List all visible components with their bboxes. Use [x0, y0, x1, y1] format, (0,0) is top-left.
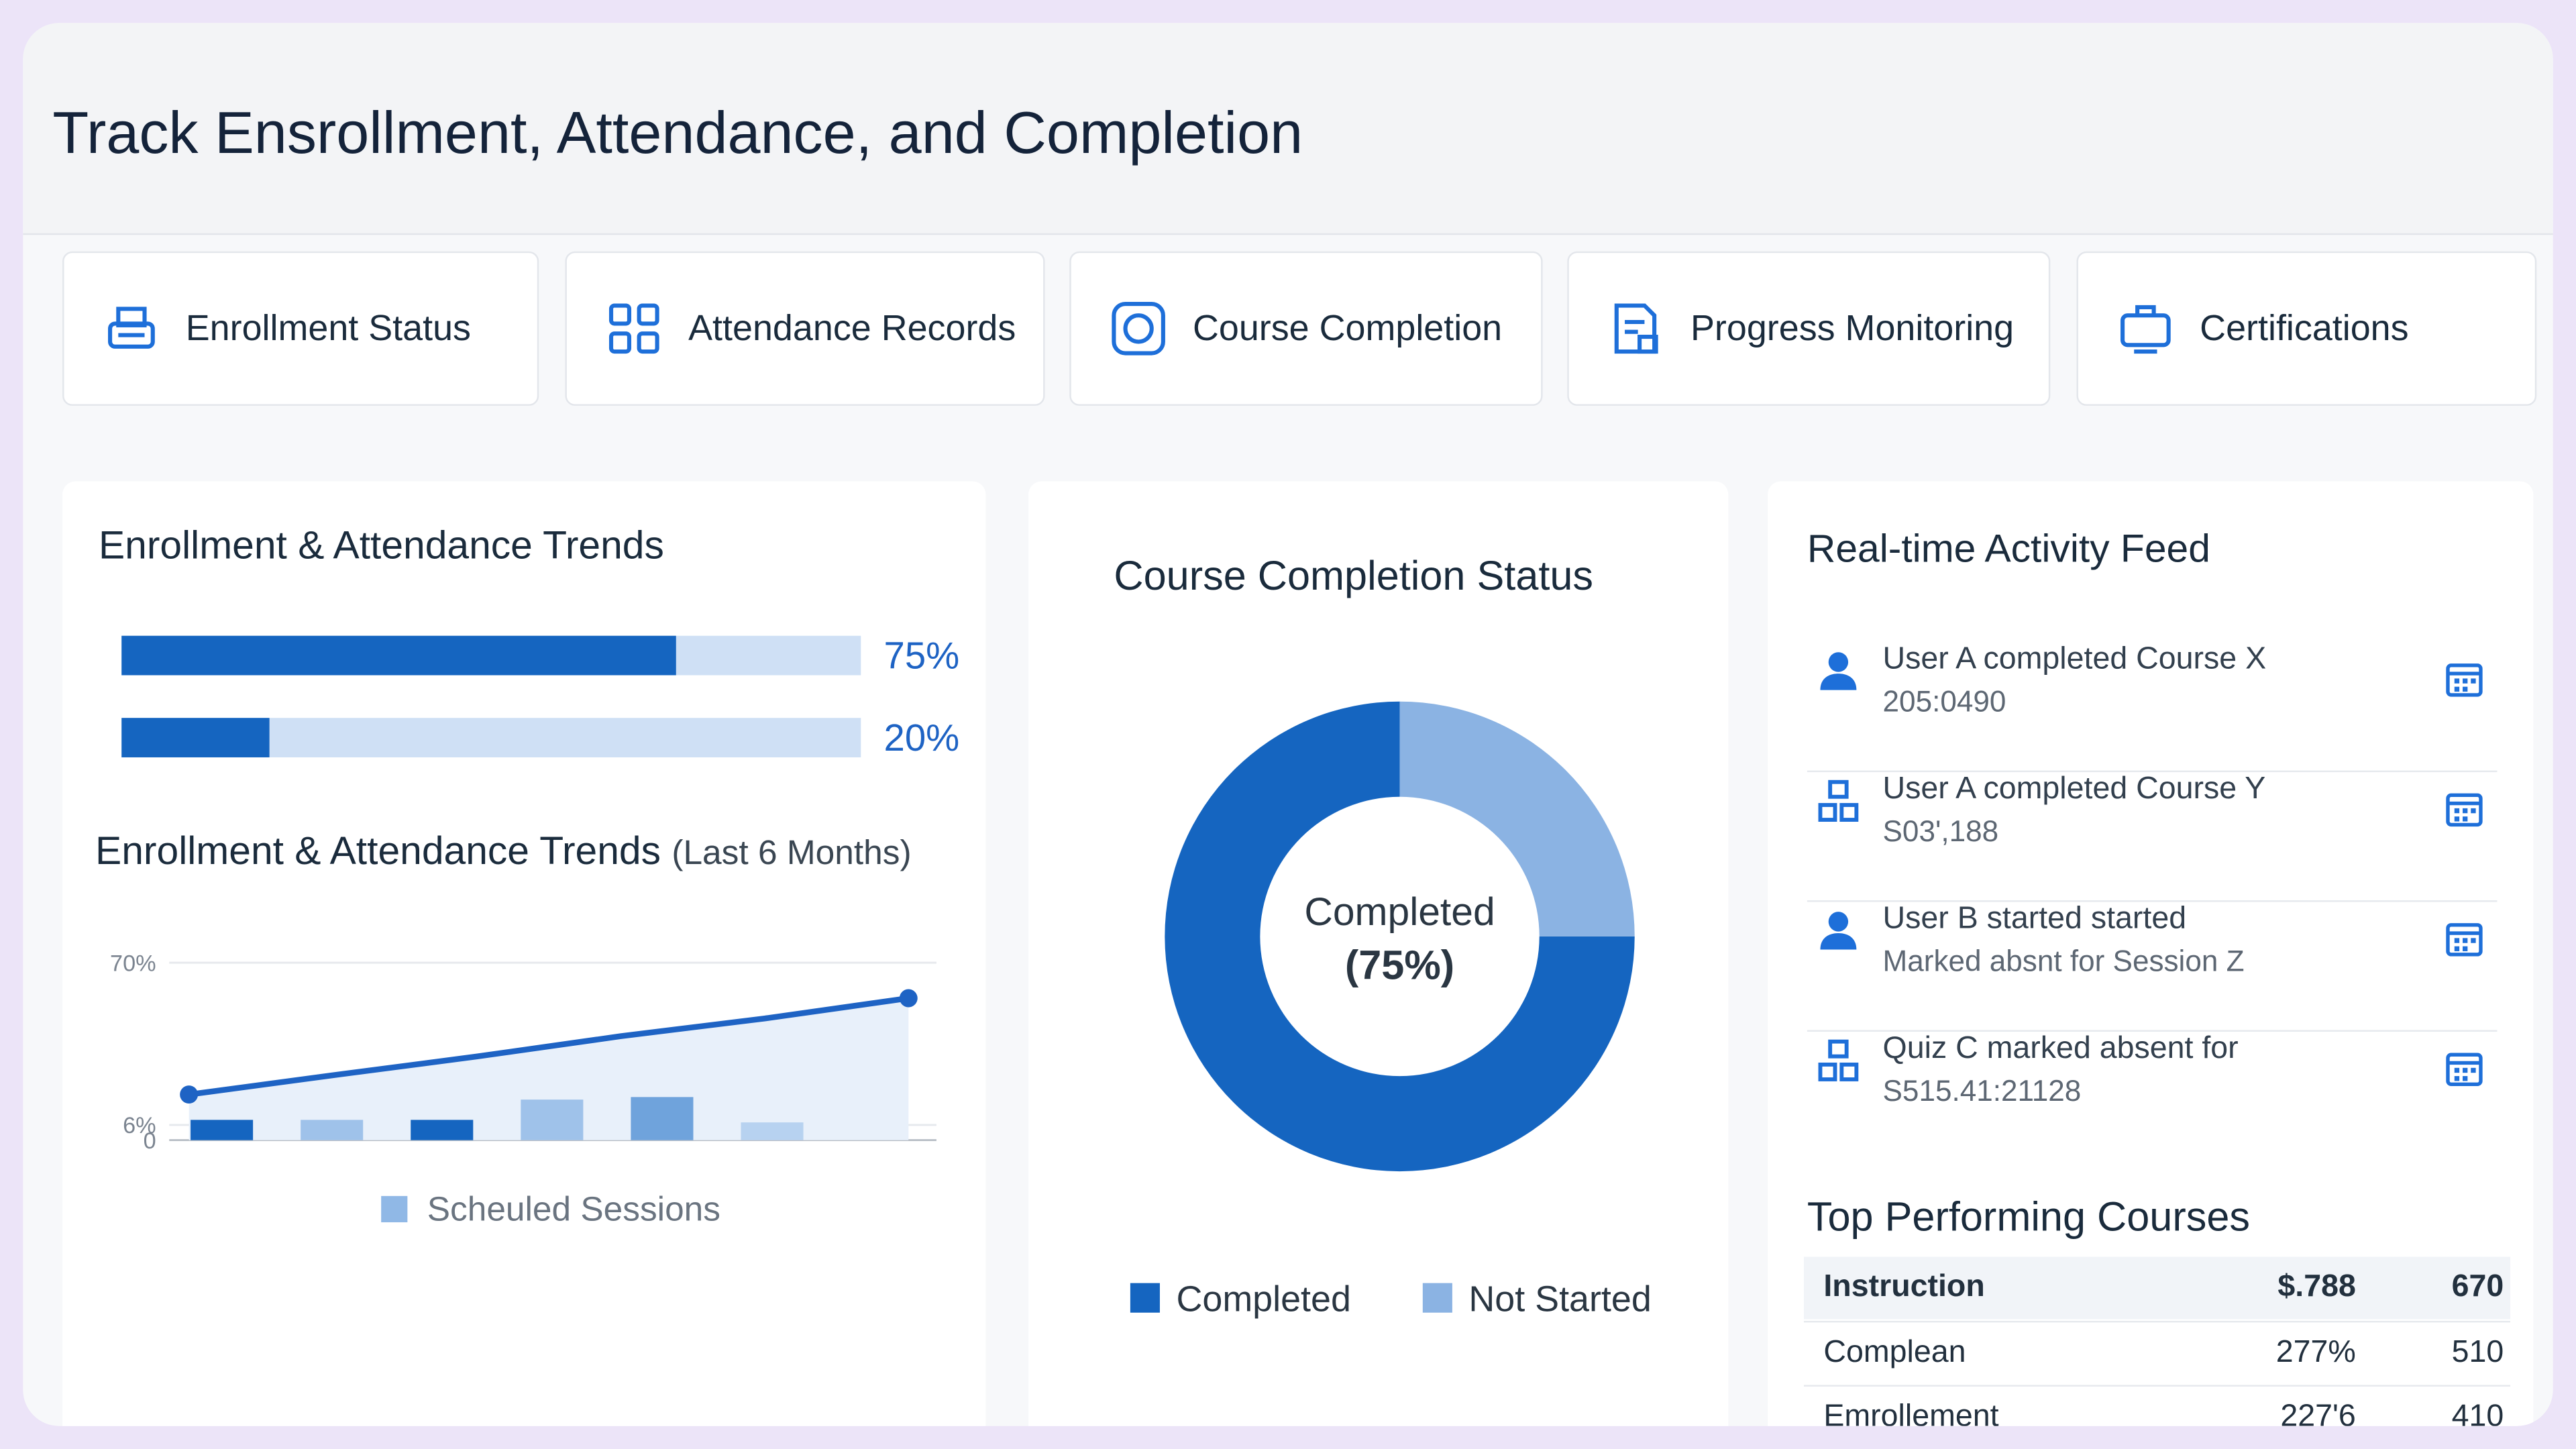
line-chart: 06% 70% Scheuled Sessions — [110, 951, 936, 1228]
section-title: Top Performing Courses — [1807, 1194, 2251, 1240]
feed-detail: Marked absnt for Session Z — [1882, 945, 2245, 978]
panel-title: Enrollment & Attendance Trends — [98, 524, 664, 569]
activity-feed: User A completed Course X 205:0490 User A … — [1807, 643, 2498, 1169]
donut-slice — [1399, 701, 1635, 936]
icon — [2445, 1048, 2484, 1095]
bar-label: 20% — [884, 716, 960, 759]
trends-panel: Enrollment & Attendance Trends 75% 20% En… — [62, 481, 986, 1426]
legend-swatch — [1422, 1283, 1452, 1313]
tab-label: Progress Monitoring — [1690, 307, 2015, 349]
feed-title: User B started started — [1882, 902, 2187, 936]
legend-swatch — [381, 1195, 408, 1223]
feed-item: User A completed Course Y S03',188 — [1807, 772, 2498, 902]
table-cell: Emrollement — [1823, 1399, 1999, 1426]
table-row: Emrollement 227'6 410 — [1803, 1385, 2511, 1426]
y-tick-label: 6% — [123, 1113, 156, 1138]
bar — [121, 635, 676, 676]
feed-item: Quiz C marked absent for S515.41:21128 — [1807, 1032, 2498, 1160]
legend-swatch — [1130, 1283, 1160, 1313]
feed-title: User A completed Course Y — [1882, 772, 2266, 807]
table-cell: $.788 — [2277, 1270, 2356, 1305]
table-row: Complean 277% 510 — [1803, 1320, 2511, 1385]
chart-title-text: Enrollment & Attendance Trends — [95, 829, 661, 874]
feed-title: User A completed Course X — [1882, 642, 2267, 677]
bar — [631, 1097, 694, 1140]
table-cell: Instruction — [1823, 1270, 1985, 1305]
donut-slice — [1165, 701, 1635, 1172]
feed-item: User B started started Marked absnt for S… — [1807, 902, 2498, 1032]
tab-label: Certifications — [2200, 307, 2409, 349]
icon — [2445, 659, 2484, 706]
legend-label: Scheuled Sessions — [427, 1189, 720, 1228]
courses-table: Instruction $.788 670 Complean 277% 510 Emroll… — [1803, 1256, 2511, 1426]
feed-title: Quiz C marked absent for — [1882, 1031, 2239, 1067]
tab-label: Enrollment Status — [185, 307, 471, 349]
dashboard: Track Ensrollment, Attendance, and Compl… — [23, 23, 2553, 1426]
table-cell: 510 — [2451, 1336, 2504, 1371]
icon — [2121, 305, 2171, 354]
chart-title: Enrollment & Attendance Trends (Last 6 M… — [95, 830, 912, 876]
icon — [1817, 649, 1860, 700]
point — [899, 989, 918, 1008]
icon — [1112, 302, 1165, 356]
area — [189, 998, 909, 1140]
header: Track Ensrollment, Attendance, and Compl… — [23, 23, 2553, 235]
bar — [121, 718, 270, 757]
chart-subtitle: (Last 6 Months) — [672, 835, 912, 873]
center-value: (75%) — [1345, 943, 1454, 988]
point — [180, 1085, 199, 1104]
bar — [301, 1120, 364, 1140]
table-row: Instruction $.788 670 — [1803, 1256, 2511, 1320]
legend-label: Not Started — [1468, 1279, 1651, 1319]
table-cell: 670 — [2451, 1270, 2504, 1305]
tab[interactable]: Enrollment Status — [62, 251, 539, 406]
panel-title: Real-time Activity Feed — [1807, 527, 2210, 572]
feed-detail: S03',188 — [1882, 814, 1999, 848]
icon — [2445, 918, 2484, 966]
feed-detail: 205:0490 — [1882, 685, 2006, 718]
center-label: Completed — [1304, 890, 1495, 934]
tab-label: Attendance Records — [688, 307, 1016, 349]
tab[interactable]: Progress Monitoring — [1567, 251, 2051, 406]
icon — [1817, 908, 1860, 959]
tab[interactable]: Certifications — [2076, 251, 2537, 406]
icon — [108, 307, 155, 349]
tab[interactable]: Course Completion — [1069, 251, 1543, 406]
feed-item: User A completed Course X 205:0490 — [1807, 642, 2498, 773]
bar-label: 75% — [884, 635, 960, 677]
completion-panel: Course Completion Status Completed (75%) C… — [1028, 481, 1729, 1426]
page-title: Track Ensrollment, Attendance, and Compl… — [52, 98, 1303, 166]
feed-detail: S515.41:21128 — [1882, 1074, 2082, 1108]
progress-bars: 75% 20% — [121, 635, 960, 759]
y-tick-label: 0 — [144, 1128, 156, 1154]
legend-label: Completed — [1176, 1279, 1350, 1319]
panel-title: Course Completion Status — [1114, 553, 1594, 600]
bar — [741, 1122, 804, 1140]
bar — [191, 1120, 254, 1140]
tab-label: Course Completion — [1192, 307, 1503, 349]
table-cell: Complean — [1823, 1336, 1966, 1371]
icon — [1614, 303, 1658, 354]
icon — [2445, 789, 2484, 837]
table-cell: 410 — [2451, 1399, 2504, 1426]
table-cell: 277% — [2275, 1336, 2356, 1371]
bar — [521, 1099, 584, 1140]
table-cell: 227'6 — [2280, 1399, 2356, 1426]
donut-chart: Completed (75%) Completed Not Started — [1130, 701, 1652, 1319]
y-tick-label: 70% — [110, 951, 156, 976]
icon — [608, 303, 659, 354]
tab[interactable]: Attendance Records — [565, 251, 1045, 406]
feed-panel: Real-time Activity Feed User A completed… — [1768, 481, 2534, 1426]
icon — [1817, 1038, 1860, 1093]
icon — [1817, 779, 1860, 833]
bar — [411, 1120, 474, 1140]
line — [189, 995, 909, 1097]
